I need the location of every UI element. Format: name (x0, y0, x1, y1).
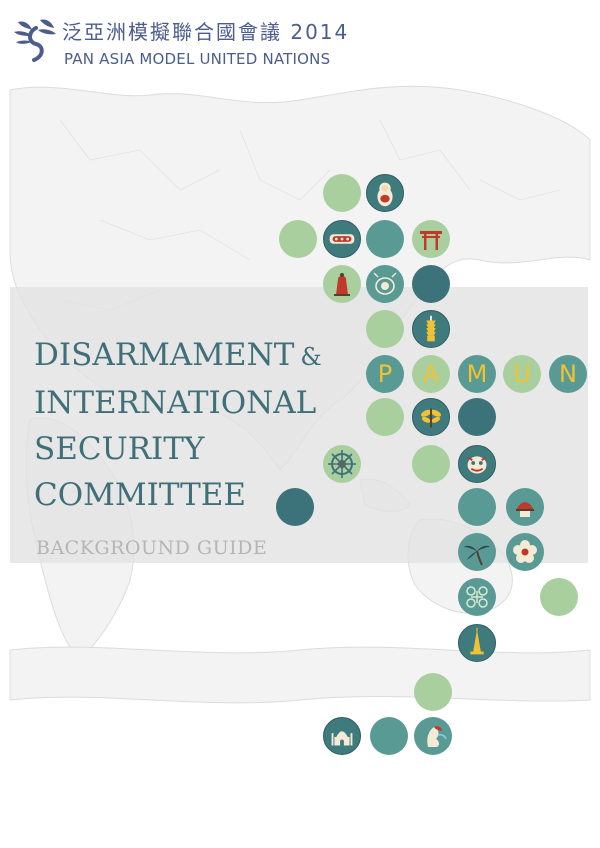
ship-wheel-icon (323, 445, 361, 483)
palm-tree-icon (458, 533, 496, 571)
decor-circle (540, 578, 578, 616)
merlion-icon (414, 717, 452, 755)
pamun-letter-a: A (412, 355, 450, 393)
lion-dance-icon (458, 445, 496, 483)
sushi-roll-icon (323, 220, 361, 258)
bell-icon (323, 265, 361, 303)
flower-icon (506, 533, 544, 571)
pamun-letter-u: U (503, 355, 541, 393)
title-line-2: INTERNATIONAL (34, 385, 317, 421)
torii-gate-icon (412, 220, 450, 258)
organization-name-english: PAN ASIA MODEL UNITED NATIONS (64, 50, 331, 68)
pagoda-stupa-icon (458, 624, 496, 662)
decor-circle (366, 398, 404, 436)
knot-pattern-icon (458, 578, 496, 616)
decor-circle (276, 488, 314, 526)
nesting-doll-icon (366, 174, 404, 212)
dragonfly-icon (412, 398, 450, 436)
decor-circle (366, 310, 404, 348)
decor-circle (412, 265, 450, 303)
decor-circle (414, 673, 452, 711)
decor-circle (458, 398, 496, 436)
title-line-4: COMMITTEE (34, 477, 247, 513)
pamun-letter-n: N (549, 355, 587, 393)
drum-icon (366, 265, 404, 303)
organization-name-chinese: 泛亞洲模擬聯合國會議 2014 (62, 20, 350, 44)
decor-circle (279, 220, 317, 258)
committee-title: DISARMAMENT & INTERNATIONAL SECURITY COMM… (34, 332, 322, 518)
pamun-letter-m: M (458, 355, 496, 393)
title-line-3: SECURITY (34, 431, 205, 467)
title-line-1: DISARMAMENT (34, 337, 295, 373)
document-subtitle: BACKGROUND GUIDE (36, 537, 268, 559)
decor-circle (366, 220, 404, 258)
decor-circle (412, 445, 450, 483)
decor-circle (458, 488, 496, 526)
decor-circle (370, 717, 408, 755)
pamun-logo-icon (14, 19, 56, 62)
rice-hat-icon (506, 488, 544, 526)
pamun-letter-p: P (366, 355, 404, 393)
taj-mahal-icon (323, 717, 361, 755)
decor-circle (323, 174, 361, 212)
taipei101-tower-icon (412, 310, 450, 348)
title-ampersand: & (300, 343, 322, 371)
